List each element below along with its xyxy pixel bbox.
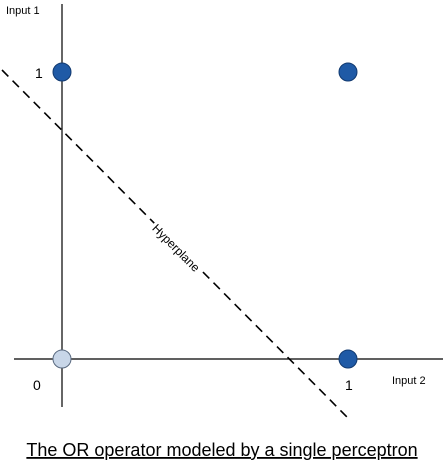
input1-tick-1: 1 (35, 65, 43, 81)
point-0-0 (52, 349, 72, 369)
diagram-caption: The OR operator modeled by a single perc… (26, 440, 417, 460)
point-1-1 (338, 62, 358, 82)
point-1-0 (52, 62, 72, 82)
input2-tick-1: 1 (345, 377, 353, 393)
input2-axis-title: Input 2 (392, 375, 426, 387)
hyperplane-label-background (147, 218, 205, 278)
input1-axis-title: Input 1 (6, 5, 40, 17)
points-layer (52, 62, 358, 369)
hyperplane-label: Hyperplane (149, 221, 202, 275)
point-0-1 (338, 349, 358, 369)
origin-tick-0: 0 (33, 377, 41, 393)
